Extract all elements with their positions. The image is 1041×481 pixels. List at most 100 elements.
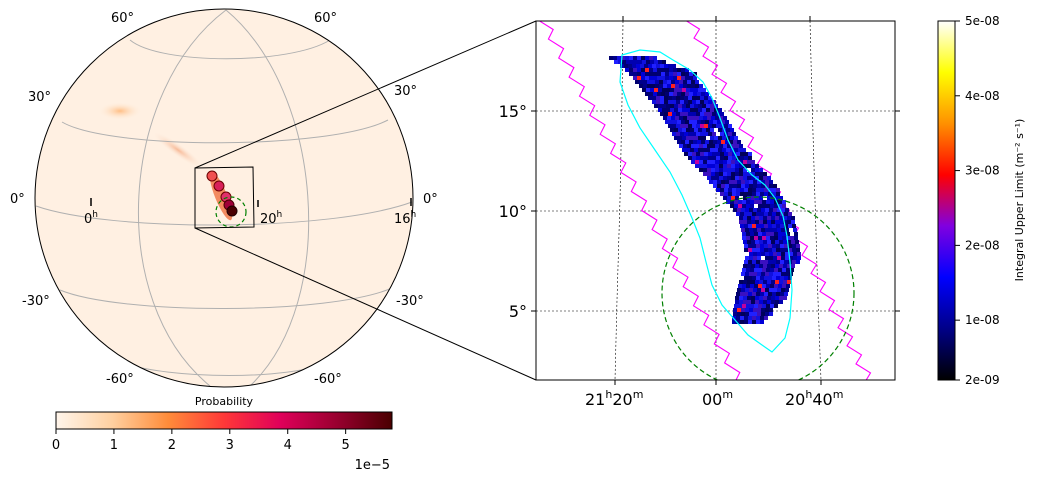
upper-limit-colorbar-ticks: 2e-09 1e-08 2e-08 3e-08 4e-08 5e-08 xyxy=(955,14,1000,387)
ul-map-pixel xyxy=(797,252,801,256)
ul-map-pixel xyxy=(724,156,728,160)
ul-map-pixel xyxy=(790,232,794,236)
ul-map-pixel xyxy=(762,304,766,308)
ul-map-pixel xyxy=(707,116,711,120)
ul-map-pixel xyxy=(718,128,722,132)
ul-map-pixel xyxy=(754,232,758,236)
ul-map-pixel xyxy=(677,68,681,72)
ul-map-pixel xyxy=(662,88,666,92)
ul-map-pixel xyxy=(736,320,740,324)
ul-map-pixel xyxy=(691,80,695,84)
ra-label-20-sup: h xyxy=(277,210,283,220)
ul-map-pixel xyxy=(632,64,636,68)
ul-map-pixel xyxy=(654,60,658,64)
ul-map-pixel xyxy=(767,216,771,220)
ul-map-pixel xyxy=(715,176,719,180)
ul-map-pixel xyxy=(744,212,748,216)
ul-map-pixel xyxy=(760,260,764,264)
ul-map-pixel xyxy=(650,88,654,92)
ul-map-pixel xyxy=(698,148,702,152)
ul-map-pixel xyxy=(748,212,752,216)
ul-map-pixel xyxy=(750,236,754,240)
ul-map-pixel xyxy=(682,148,686,152)
ul-map-pixel xyxy=(763,296,767,300)
ul-map-pixel xyxy=(737,288,741,292)
ul-map-pixel xyxy=(756,224,760,228)
ra-label-20-base: 20 xyxy=(260,212,277,227)
ul-map-pixel xyxy=(712,156,716,160)
ul-map-pixel xyxy=(757,180,761,184)
ul-map-pixel xyxy=(710,104,714,108)
ul-map-pixel xyxy=(646,88,650,92)
ul-map-pixel xyxy=(680,112,684,116)
ul-map-pixel xyxy=(739,164,743,168)
ul-map-pixel xyxy=(739,172,743,176)
ul-map-pixel xyxy=(682,108,686,112)
ul-map-pixel xyxy=(681,120,685,124)
ul-map-pixel xyxy=(774,200,778,204)
ul-map-pixel xyxy=(726,148,730,152)
ul-map-pixel xyxy=(697,92,701,96)
ul-map-pixel xyxy=(781,228,785,232)
ul-map-pixel xyxy=(691,84,695,88)
ul-map-pixel xyxy=(794,232,798,236)
ul-map-pixel xyxy=(695,164,699,168)
ra-label-16-base: 16 xyxy=(394,212,411,227)
ul-map-pixel xyxy=(692,100,696,104)
ul-map-pixel xyxy=(752,224,756,228)
ul-map-pixel xyxy=(742,236,746,240)
ul-map-pixel xyxy=(682,88,686,92)
ul-map-pixel xyxy=(776,212,780,216)
ul-map-pixel xyxy=(726,128,730,132)
ul-map-pixel xyxy=(744,260,748,264)
ul-map-pixel xyxy=(653,92,657,96)
ul-map-pixel xyxy=(714,108,718,112)
prob-tick-label-5: 5 xyxy=(342,438,350,453)
ul-map-pixel xyxy=(690,148,694,152)
ul-map-pixel xyxy=(779,300,783,304)
xtick-label-2120: 21h20m xyxy=(585,388,643,409)
ul-map-pixel xyxy=(732,192,736,196)
ul-map-pixel xyxy=(723,168,727,172)
ul-map-pixel xyxy=(768,244,772,248)
ul-map-pixel xyxy=(765,180,769,184)
ul-map-pixel xyxy=(766,236,770,240)
ul-map-pixel xyxy=(715,168,719,172)
ul-map-pixel xyxy=(710,148,714,152)
ul-map-pixel xyxy=(730,128,734,132)
ul-map-pixel xyxy=(656,100,660,104)
ul-map-pixel xyxy=(774,204,778,208)
ul-map-pixel xyxy=(689,76,693,80)
ul-map-pixel xyxy=(692,96,696,100)
ul-map-pixel xyxy=(743,168,747,172)
ul-map-pixel xyxy=(770,200,774,204)
lat-label-60-left: 60° xyxy=(111,11,134,26)
ul-map-pixel xyxy=(750,232,754,236)
ul-map-pixel xyxy=(764,244,768,248)
ul-map-pixel xyxy=(776,276,780,280)
xtick-label-2100: 00m xyxy=(702,388,733,409)
ul-map-pixel xyxy=(752,212,756,216)
ul-map-pixel xyxy=(756,244,760,248)
ul-map-pixel xyxy=(706,104,710,108)
ul-map-pixel xyxy=(708,100,712,104)
ul-map-pixel xyxy=(748,156,752,160)
ul-map-pixel xyxy=(738,148,742,152)
ul-map-pixel xyxy=(787,240,791,244)
ul-map-pixel xyxy=(742,284,746,288)
ul-map-pixel xyxy=(688,100,692,104)
ul-map-pixel xyxy=(620,64,624,68)
ul-map-pixel xyxy=(705,92,709,96)
ul-map-pixel xyxy=(686,104,690,108)
ul-map-pixel xyxy=(763,240,767,244)
ul-map-pixel xyxy=(766,284,770,288)
ul-map-pixel xyxy=(702,128,706,132)
ul-map-pixel xyxy=(747,168,751,172)
ul-map-pixel xyxy=(743,300,747,304)
ul-map-pixel xyxy=(732,152,736,156)
ul-map-pixel xyxy=(699,160,703,164)
ul-map-pixel xyxy=(753,184,757,188)
ul-map-pixel xyxy=(761,256,765,260)
ul-map-pixel xyxy=(711,164,715,168)
ul-map-pixel xyxy=(756,260,760,264)
